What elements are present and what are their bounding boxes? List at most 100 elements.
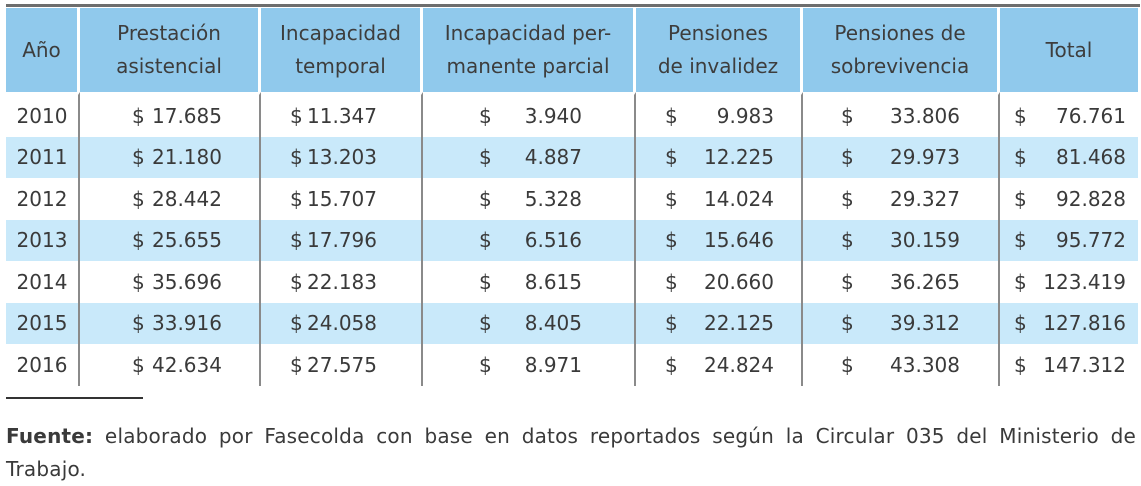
amount: 25.655: [152, 228, 222, 253]
column-header: Pensiones de sobrevivencia: [803, 8, 1000, 92]
value-cell: $92.828: [1000, 178, 1138, 220]
amount: 13.203: [307, 145, 377, 170]
amount: 9.983: [716, 103, 774, 128]
amount: 5.328: [524, 186, 582, 211]
value-cell: $5.328: [423, 178, 636, 220]
column-header-line: temporal: [295, 54, 386, 78]
amount: 8.971: [524, 352, 582, 377]
value-cell: $30.159: [803, 219, 1000, 261]
currency-symbol: $: [665, 103, 678, 128]
value-cell: $36.265: [803, 261, 1000, 303]
currency-symbol: $: [1014, 311, 1027, 336]
column-header: Prestación asistencial: [80, 8, 261, 92]
column-header-line: Incapacidad per-: [444, 21, 612, 45]
value-cell: $21.180: [80, 136, 261, 178]
amount: 3.940: [524, 103, 582, 128]
currency-symbol: $: [132, 269, 145, 294]
year-cell: 2015: [6, 302, 80, 344]
amount: 42.634: [152, 352, 222, 377]
value-cell: $29.973: [803, 136, 1000, 178]
currency-symbol: $: [841, 352, 854, 377]
table-row: 2014 $35.696 $22.183 $8.615 $20.660 $36.265 $1…: [6, 261, 1138, 303]
currency-symbol: $: [132, 103, 145, 128]
column-header: Incapacidad temporal: [261, 8, 423, 92]
column-header-line: Prestación: [117, 21, 221, 45]
value-cell: $24.824: [636, 344, 803, 386]
footnote-text: elaborado por Fasecolda con base en dato…: [6, 424, 1136, 481]
value-cell: $127.816: [1000, 302, 1138, 344]
currency-symbol: $: [290, 103, 303, 128]
currency-symbol: $: [290, 186, 303, 211]
amount: 22.125: [704, 311, 774, 336]
currency-symbol: $: [841, 103, 854, 128]
footnote-label: Fuente:: [6, 424, 94, 448]
amount: 92.828: [1056, 186, 1126, 211]
year-cell: 2012: [6, 178, 80, 220]
currency-symbol: $: [290, 228, 303, 253]
table-row: 2015 $33.916 $24.058 $8.405 $22.125 $39.312 $1…: [6, 302, 1138, 344]
value-cell: $13.203: [261, 136, 423, 178]
column-header-line: Pensiones: [668, 21, 768, 45]
year-cell: 2016: [6, 344, 80, 386]
amount: 22.183: [307, 269, 377, 294]
value-cell: $4.887: [423, 136, 636, 178]
currency-symbol: $: [841, 228, 854, 253]
currency-symbol: $: [841, 269, 854, 294]
value-cell: $8.405: [423, 302, 636, 344]
table-row: 2013 $25.655 $17.796 $6.516 $15.646 $30.159 $9…: [6, 219, 1138, 261]
table-row: 2016 $42.634 $27.575 $8.971 $24.824 $43.308 $1…: [6, 344, 1138, 386]
currency-symbol: $: [290, 145, 303, 170]
column-header: Incapacidad per-manente parcial: [423, 8, 636, 92]
header-row: Año Prestación asistencial Incapacidad tempo…: [6, 8, 1138, 92]
value-cell: $81.468: [1000, 136, 1138, 178]
currency-symbol: $: [841, 311, 854, 336]
value-cell: $15.707: [261, 178, 423, 220]
currency-symbol: $: [1014, 186, 1027, 211]
amount: 8.615: [524, 269, 582, 294]
value-cell: $147.312: [1000, 344, 1138, 386]
column-header-line: manente parcial: [446, 54, 610, 78]
value-cell: $28.442: [80, 178, 261, 220]
value-cell: $43.308: [803, 344, 1000, 386]
value-cell: $8.971: [423, 344, 636, 386]
column-header: Total: [1000, 8, 1138, 92]
value-cell: $24.058: [261, 302, 423, 344]
amount: 127.816: [1043, 311, 1126, 336]
currency-symbol: $: [132, 311, 145, 336]
amount: 81.468: [1056, 145, 1126, 170]
currency-symbol: $: [290, 269, 303, 294]
value-cell: $17.796: [261, 219, 423, 261]
column-header-line: asistencial: [116, 54, 222, 78]
amount: 14.024: [704, 186, 774, 211]
amount: 4.887: [524, 145, 582, 170]
currency-symbol: $: [290, 311, 303, 336]
value-cell: $15.646: [636, 219, 803, 261]
column-header-line: Total: [1045, 37, 1093, 62]
currency-symbol: $: [479, 228, 492, 253]
value-cell: $33.916: [80, 302, 261, 344]
year-cell: 2014: [6, 261, 80, 303]
value-cell: $35.696: [80, 261, 261, 303]
currency-symbol: $: [841, 186, 854, 211]
amount: 29.973: [890, 145, 960, 170]
table-row: 2012 $28.442 $15.707 $5.328 $14.024 $29.327 $9…: [6, 178, 1138, 220]
value-cell: $14.024: [636, 178, 803, 220]
amount: 17.685: [152, 103, 222, 128]
currency-symbol: $: [1014, 228, 1027, 253]
value-cell: $25.655: [80, 219, 261, 261]
amount: 35.696: [152, 269, 222, 294]
column-header-line: de invalidez: [657, 54, 779, 78]
value-cell: $76.761: [1000, 92, 1138, 137]
value-cell: $6.516: [423, 219, 636, 261]
amount: 43.308: [890, 352, 960, 377]
value-cell: $12.225: [636, 136, 803, 178]
value-cell: $20.660: [636, 261, 803, 303]
amount: 12.225: [704, 145, 774, 170]
currency-symbol: $: [665, 352, 678, 377]
value-cell: $11.347: [261, 92, 423, 137]
amount: 147.312: [1043, 352, 1126, 377]
amount: 33.916: [152, 311, 222, 336]
year-cell: 2011: [6, 136, 80, 178]
currency-symbol: $: [132, 228, 145, 253]
amount: 15.707: [307, 186, 377, 211]
